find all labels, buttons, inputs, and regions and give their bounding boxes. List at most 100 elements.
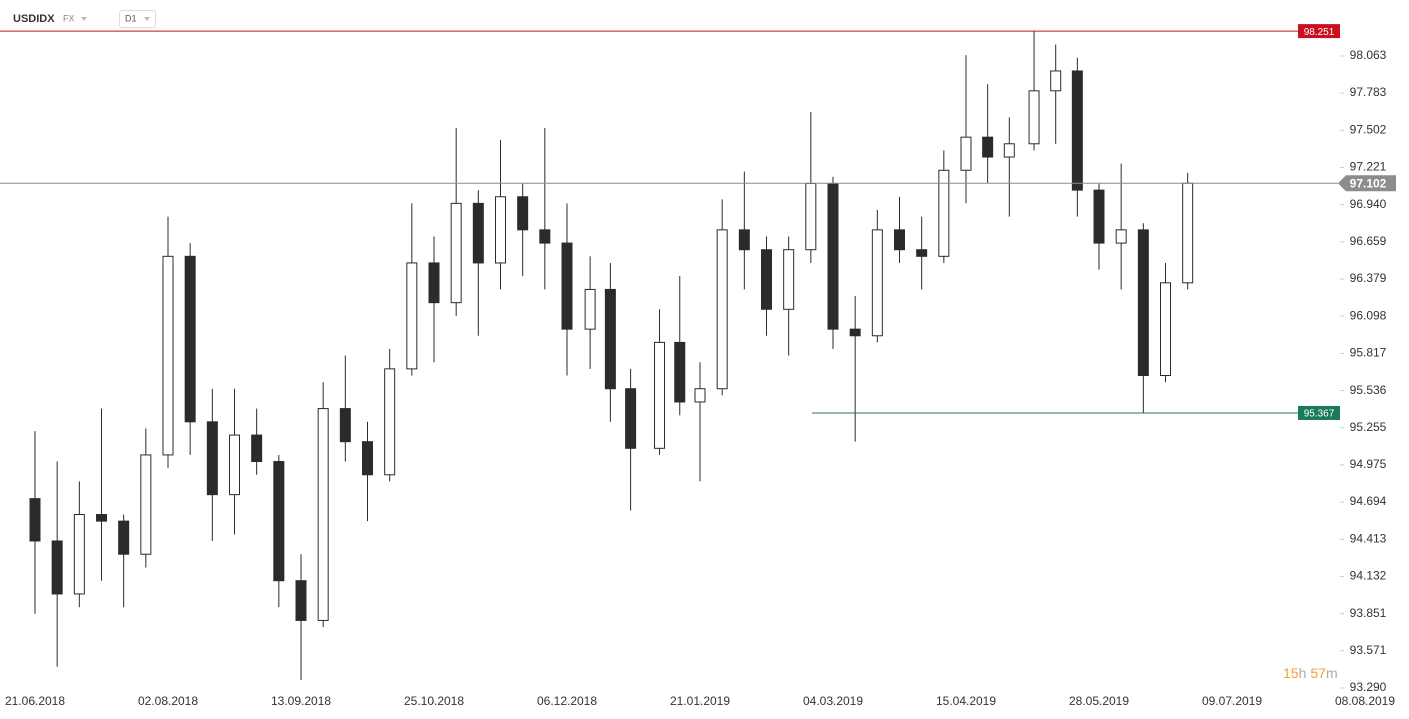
candle-body	[871, 229, 883, 337]
y-tick-label: 93.290	[1350, 680, 1387, 694]
candle-body	[162, 255, 174, 456]
y-tick-label: 94.132	[1350, 569, 1387, 583]
candle-body	[73, 514, 85, 595]
y-tick-label: 98.063	[1350, 48, 1387, 62]
candle-body	[51, 540, 63, 595]
countdown-hours: 15	[1283, 665, 1299, 681]
y-tick-label: 96.659	[1350, 234, 1387, 248]
candle-body	[339, 408, 351, 443]
y-tick-label: 96.098	[1350, 308, 1387, 322]
interval-caret[interactable]	[144, 17, 150, 21]
candle-body	[1093, 189, 1105, 244]
candle-body	[1071, 70, 1083, 191]
interval-box[interactable]	[119, 10, 156, 28]
candle-body	[406, 262, 418, 370]
x-tick-label: 04.03.2019	[803, 694, 863, 708]
candle-body	[495, 196, 506, 264]
symbol[interactable]: USDIDX	[13, 13, 55, 25]
interval[interactable]: D1	[125, 13, 137, 23]
candle-body	[251, 434, 263, 463]
candle-body	[827, 183, 839, 330]
candle-body	[960, 136, 972, 171]
candle-body	[584, 288, 596, 330]
level-box	[1298, 405, 1340, 420]
candle-body	[761, 249, 772, 310]
countdown-hours-unit: h	[1299, 665, 1307, 681]
countdown-minutes: 57	[1310, 665, 1326, 681]
y-tick-label: 93.571	[1350, 643, 1387, 657]
candle-body	[849, 328, 861, 337]
y-tick-label: 95.536	[1350, 383, 1387, 397]
candle-body	[206, 421, 218, 496]
y-tick-label: 96.379	[1350, 271, 1387, 285]
y-tick-label: 94.413	[1350, 531, 1387, 545]
level-label: 98.251	[1304, 27, 1335, 38]
candle-body	[140, 454, 152, 555]
y-tick-label: 96.940	[1350, 197, 1387, 211]
candle-body	[805, 183, 817, 251]
candle-body	[1182, 182, 1194, 284]
candle-body	[450, 202, 462, 304]
candle-body	[384, 368, 396, 476]
y-tick-label: 97.783	[1350, 85, 1387, 99]
candle-body	[428, 262, 440, 304]
x-tick-label: 25.10.2018	[404, 694, 464, 708]
x-tick-label: 06.12.2018	[537, 694, 597, 708]
candle-body	[517, 196, 529, 231]
candle-body	[654, 341, 666, 449]
last-price-label: 97.102	[1350, 176, 1387, 190]
candle-body	[604, 288, 616, 390]
candle-body	[716, 229, 728, 390]
candle-body	[1028, 90, 1040, 145]
y-tick-label: 95.255	[1350, 420, 1387, 434]
candle-body	[29, 498, 41, 542]
level-box	[1298, 24, 1340, 39]
candle-body	[539, 229, 551, 244]
candle-body	[783, 249, 795, 310]
candle-body	[894, 229, 905, 251]
candle-body	[1050, 70, 1062, 92]
candle-body	[273, 461, 285, 582]
x-tick-label: 13.09.2018	[271, 694, 331, 708]
candle-body	[96, 514, 107, 522]
x-tick-label: 21.01.2019	[670, 694, 730, 708]
candle-body	[694, 388, 706, 403]
y-tick-label: 93.851	[1350, 606, 1387, 620]
candle-body	[317, 408, 329, 621]
market-caret[interactable]	[81, 17, 87, 21]
x-tick-label: 09.07.2019	[1202, 694, 1262, 708]
candle-body	[982, 136, 994, 158]
x-tick-label: 21.06.2018	[5, 694, 65, 708]
x-tick-label: 08.08.2019	[1335, 694, 1395, 708]
candle-body	[625, 388, 637, 449]
x-tick-label: 15.04.2019	[936, 694, 996, 708]
candle-body	[1160, 282, 1171, 376]
candle-body	[362, 441, 373, 476]
candle-body	[561, 242, 573, 330]
candle-body	[1003, 143, 1015, 158]
y-tick-label: 97.221	[1350, 160, 1387, 174]
candle-body	[472, 202, 484, 264]
y-tick-label: 97.502	[1350, 122, 1387, 136]
candle-body	[184, 255, 196, 423]
candle-body	[938, 169, 950, 257]
last-price-box	[1338, 175, 1396, 192]
candle-body	[118, 520, 130, 555]
y-tick-label: 94.694	[1350, 494, 1387, 508]
candle-body	[295, 580, 307, 621]
countdown-minutes-unit: m	[1326, 665, 1338, 681]
candle-body	[674, 341, 686, 403]
candle-body	[738, 229, 750, 251]
candle-body	[229, 434, 240, 496]
countdown: 15h 57m	[1283, 665, 1338, 681]
x-tick-label: 28.05.2019	[1069, 694, 1129, 708]
x-tick-label: 02.08.2018	[138, 694, 198, 708]
y-tick-label: 94.975	[1350, 457, 1387, 471]
candle-body	[1137, 229, 1149, 376]
y-tick-label: 95.817	[1350, 346, 1387, 360]
candle-body	[916, 249, 928, 257]
candle-body	[1115, 229, 1127, 244]
market[interactable]: FX	[63, 13, 75, 23]
